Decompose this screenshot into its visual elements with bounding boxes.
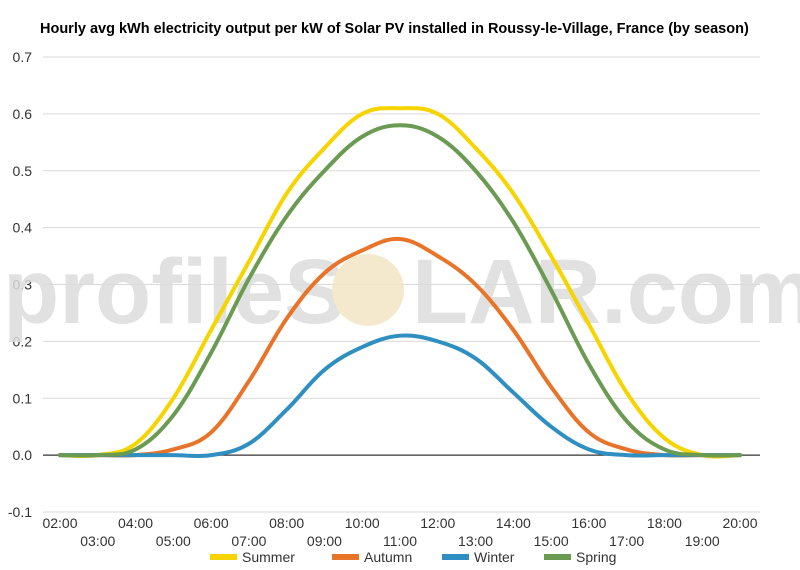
watermark-sun-icon — [332, 254, 404, 326]
legend-swatch-autumn — [332, 554, 359, 560]
x-tick-label: 08:00 — [269, 515, 304, 531]
x-tick-label: 06:00 — [194, 515, 229, 531]
x-tick-label: 02:00 — [42, 515, 77, 531]
x-tick-label: 03:00 — [80, 533, 115, 549]
watermark: profileS LAR.com — [3, 241, 800, 343]
x-axis: 02:0003:0004:0005:0006:0007:0008:0009:00… — [42, 515, 757, 549]
y-tick-label: 0.7 — [13, 49, 33, 65]
watermark-text-left: profileS — [3, 241, 345, 343]
y-tick-label: 0.5 — [13, 163, 33, 179]
y-tick-label: -0.1 — [8, 504, 32, 520]
x-tick-label: 05:00 — [156, 533, 191, 549]
x-tick-label: 13:00 — [458, 533, 493, 549]
x-tick-label: 19:00 — [685, 533, 720, 549]
series-line-autumn — [58, 236, 742, 458]
series-lines — [58, 106, 742, 459]
y-tick-label: 0.3 — [13, 277, 33, 293]
legend-label-winter: Winter — [474, 549, 515, 565]
legend-swatch-summer — [210, 554, 237, 560]
x-tick-label: 15:00 — [534, 533, 569, 549]
chart-title: Hourly avg kWh electricity output per kW… — [40, 21, 749, 37]
x-tick-label: 12:00 — [420, 515, 455, 531]
y-tick-label: 0.2 — [13, 333, 33, 349]
x-tick-label: 09:00 — [307, 533, 342, 549]
x-tick-label: 18:00 — [647, 515, 682, 531]
series-line-spring — [58, 123, 742, 458]
y-tick-label: 0.1 — [13, 390, 33, 406]
x-tick-label: 10:00 — [345, 515, 380, 531]
legend-label-spring: Spring — [576, 549, 616, 565]
y-tick-label: 0.0 — [13, 447, 33, 463]
x-tick-label: 11:00 — [383, 533, 417, 549]
x-tick-label: 07:00 — [231, 533, 266, 549]
series-line-summer — [58, 106, 742, 459]
series-line-winter — [58, 333, 742, 459]
x-tick-label: 17:00 — [609, 533, 644, 549]
x-tick-label: 16:00 — [571, 515, 606, 531]
legend: Summer Autumn Winter Spring — [210, 549, 616, 565]
y-tick-label: 0.6 — [13, 106, 33, 122]
legend-label-summer: Summer — [242, 549, 295, 565]
y-tick-label: 0.4 — [13, 220, 33, 236]
legend-swatch-winter — [442, 554, 469, 560]
legend-label-autumn: Autumn — [364, 549, 412, 565]
x-tick-label: 04:00 — [118, 515, 153, 531]
legend-swatch-spring — [544, 554, 571, 560]
y-axis: -0.1 0.0 0.1 0.2 0.3 0.4 0.5 0.6 0.7 — [8, 49, 32, 520]
x-tick-label: 14:00 — [496, 515, 531, 531]
x-tick-label: 20:00 — [722, 515, 757, 531]
watermark-text-right: LAR.com — [412, 241, 800, 343]
